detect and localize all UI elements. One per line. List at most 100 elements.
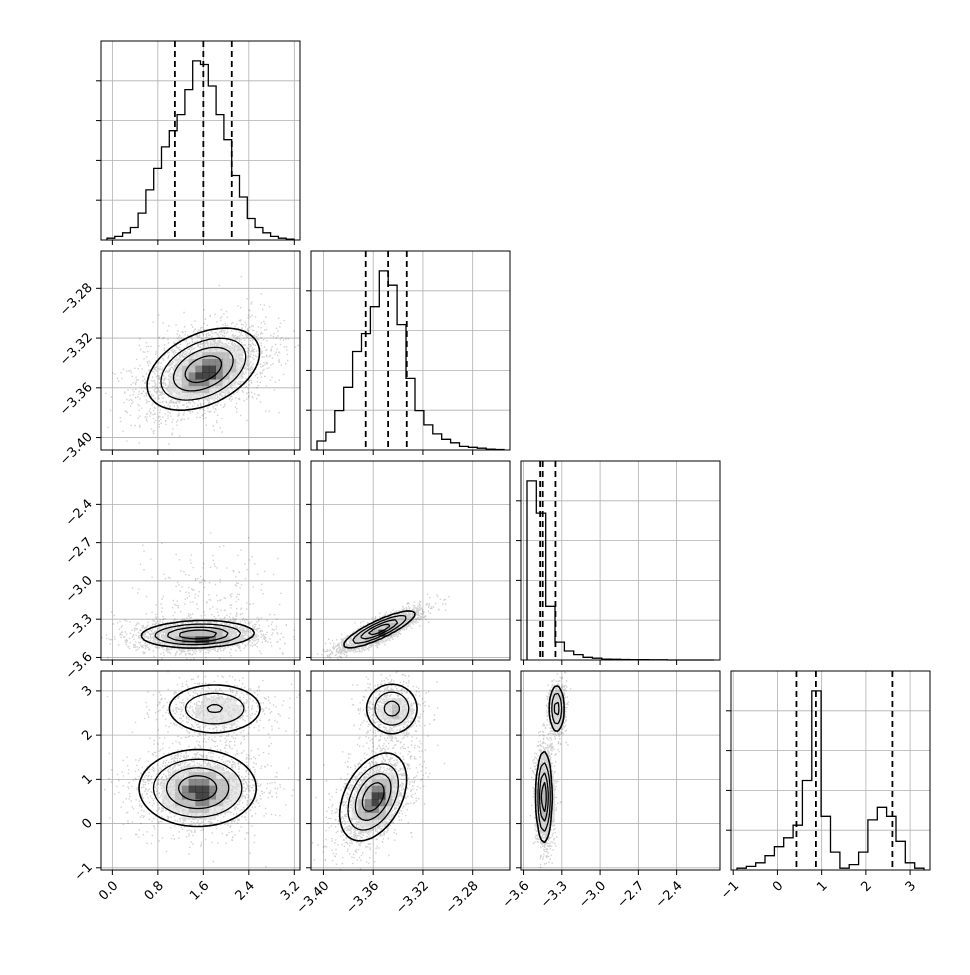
histogram-step xyxy=(736,690,925,870)
density-cell xyxy=(229,799,237,807)
density-cell xyxy=(202,385,210,393)
density-cell xyxy=(364,778,373,786)
density-cell xyxy=(195,765,203,773)
density-cell xyxy=(215,765,223,773)
density-cell xyxy=(195,636,203,644)
density-cell xyxy=(235,365,243,373)
density-contour xyxy=(177,775,218,802)
density-cell xyxy=(222,718,230,726)
density-cell xyxy=(391,622,399,630)
density-cell xyxy=(358,792,366,800)
density-cell xyxy=(229,785,237,793)
panel-content xyxy=(101,671,300,870)
density-cell xyxy=(235,636,243,644)
density-cell xyxy=(175,385,183,393)
density-cell xyxy=(222,372,230,380)
density-cell xyxy=(175,392,183,400)
density-cell xyxy=(195,812,203,820)
density-cell xyxy=(378,778,386,786)
density-contour xyxy=(146,327,261,411)
density-cell xyxy=(195,352,203,360)
density-cell xyxy=(215,629,223,637)
density-cell xyxy=(378,636,386,644)
density-cell xyxy=(188,812,196,820)
density-cell xyxy=(195,358,203,366)
density-contour xyxy=(343,610,416,649)
density-contour xyxy=(178,629,218,640)
density-cell xyxy=(188,778,196,786)
density-cell xyxy=(181,799,189,807)
density-cell xyxy=(208,799,216,807)
density-cell xyxy=(222,805,230,813)
histogram-panel-0 xyxy=(96,40,301,241)
density-cell xyxy=(181,643,189,651)
panel-frame xyxy=(520,460,721,661)
density-cell xyxy=(175,772,183,780)
density-cell xyxy=(215,697,223,706)
density-cell xyxy=(235,358,243,366)
density-cell xyxy=(195,643,203,651)
density-cell xyxy=(168,805,176,813)
density-cell xyxy=(208,711,216,719)
density-cell xyxy=(242,358,250,366)
density-cell xyxy=(161,785,169,793)
density-cell xyxy=(202,799,210,807)
density-cell xyxy=(541,772,549,780)
density-cell xyxy=(235,785,243,793)
x-tick-label: 1 xyxy=(814,878,830,894)
panel-content xyxy=(311,461,510,660)
density-cell xyxy=(222,385,230,393)
density-cell xyxy=(222,365,230,373)
density-cell xyxy=(175,792,183,800)
density-cell xyxy=(208,765,216,773)
scatter-panel-1-0 xyxy=(100,250,301,451)
density-cell xyxy=(385,704,393,712)
density-cell xyxy=(385,805,393,813)
density-cell xyxy=(391,785,399,793)
density-cell xyxy=(358,636,366,644)
density-contour xyxy=(347,691,410,831)
density-cell xyxy=(202,772,210,780)
density-cell xyxy=(195,629,203,637)
density-cell xyxy=(215,805,223,813)
density-cell xyxy=(378,805,386,813)
density-cell xyxy=(168,629,176,637)
density-cell xyxy=(229,345,237,353)
y-tick-label: 1 xyxy=(79,772,95,788)
density-cell xyxy=(168,799,176,807)
density-cell xyxy=(371,792,379,800)
density-cell xyxy=(195,799,203,807)
density-cell xyxy=(188,636,196,644)
density-contour xyxy=(338,683,418,842)
x-tick-label: −3.6 xyxy=(500,878,533,911)
density-cell xyxy=(229,629,237,637)
density-cell xyxy=(378,812,386,820)
density-cell xyxy=(358,819,366,827)
density-cell xyxy=(215,358,223,366)
density-cell xyxy=(229,697,237,706)
y-tick-label: 2 xyxy=(79,727,95,743)
density-cell xyxy=(202,372,210,380)
y-tick-label: −3.3 xyxy=(63,611,96,644)
density-cell xyxy=(222,352,230,360)
density-cell xyxy=(541,812,549,820)
density-cell xyxy=(168,372,176,380)
density-cell xyxy=(385,812,393,820)
density-contour xyxy=(140,619,256,649)
density-cell xyxy=(208,785,216,793)
density-contour xyxy=(152,692,245,818)
scatter-panel-3-1 xyxy=(310,670,511,871)
density-cell xyxy=(215,711,223,719)
y-tick-label: −3.40 xyxy=(57,430,96,469)
density-cell xyxy=(202,785,210,793)
density-cell xyxy=(188,372,196,380)
density-cell xyxy=(554,697,562,706)
x-tick-label: 2.4 xyxy=(233,878,258,903)
density-cell xyxy=(358,812,366,820)
panel-frame xyxy=(100,40,301,241)
density-cell xyxy=(195,704,203,712)
density-cell xyxy=(188,365,196,373)
density-cell xyxy=(188,629,196,637)
density-cell xyxy=(208,718,216,726)
